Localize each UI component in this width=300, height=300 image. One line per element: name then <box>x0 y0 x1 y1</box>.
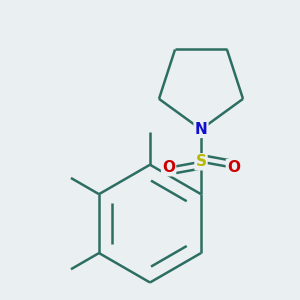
Text: O: O <box>227 160 240 175</box>
Text: O: O <box>162 160 175 175</box>
Text: S: S <box>196 154 206 169</box>
Text: N: N <box>195 122 207 137</box>
